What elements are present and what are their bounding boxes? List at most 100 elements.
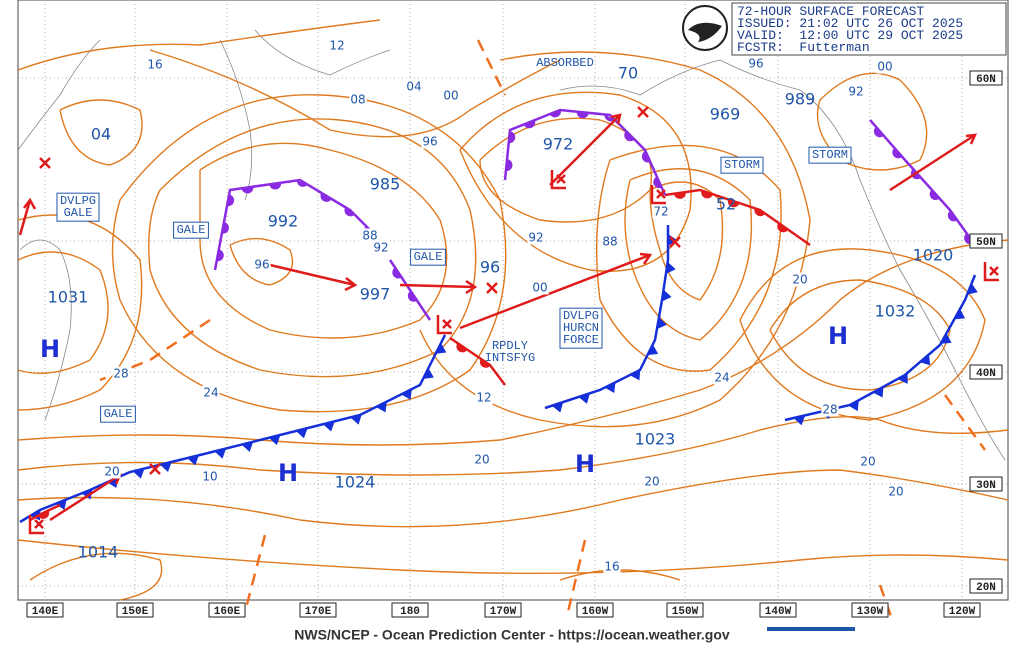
front-pip <box>578 393 590 404</box>
label-bg <box>791 272 809 287</box>
front-pip <box>423 368 434 379</box>
warning-line: STORM <box>812 148 848 162</box>
lon-label-box <box>299 602 337 618</box>
front-pip <box>727 199 740 208</box>
footer: NWS/NCEP - Ocean Prediction Center - htt… <box>294 627 730 643</box>
front-pip <box>604 382 616 393</box>
pressure-center: 1014 <box>78 543 119 562</box>
lon-label-box <box>26 602 64 618</box>
grid <box>18 0 1008 600</box>
front-pip <box>216 249 224 262</box>
label-bg <box>442 88 460 103</box>
front-pip <box>221 221 229 234</box>
front-pip <box>323 421 335 432</box>
front-pip <box>508 131 516 144</box>
front-pip <box>873 126 884 138</box>
pressure-center: 1023 <box>635 430 676 449</box>
label-bg <box>103 464 121 479</box>
isobar-label: 20 <box>792 273 807 287</box>
front-pip <box>629 369 641 381</box>
pressure-center: 985 <box>370 175 401 194</box>
warning: STORM <box>720 156 764 174</box>
front-pip <box>226 194 235 207</box>
pressure-center: 1031 <box>48 288 89 307</box>
label-bg <box>713 370 731 385</box>
high-center: H <box>40 335 60 363</box>
warning-line: GALE <box>177 223 206 237</box>
pressure-center: 1032 <box>875 302 916 321</box>
lon-label-box <box>116 602 154 618</box>
label-bg <box>643 474 661 489</box>
lon-label-box <box>943 602 981 618</box>
lat-label-box <box>969 578 1003 594</box>
front-pip <box>673 192 686 199</box>
isobar-label: 96 <box>422 135 437 149</box>
front-pip <box>967 283 978 295</box>
labels: 140E 150E 160E 170E 180 170W 160W 150W 140W 130W 1… <box>26 38 1003 618</box>
isobar-label: 16 <box>147 58 162 72</box>
front-pip <box>947 210 958 222</box>
label-bg <box>202 385 220 400</box>
front-pip <box>551 402 564 413</box>
lon-label: 140E <box>32 606 59 618</box>
pressure-center: 96 <box>480 258 500 277</box>
pressure-center: 989 <box>785 90 816 109</box>
front-pip <box>269 182 282 190</box>
front-pip <box>392 267 402 279</box>
isobar-label: 16 <box>604 560 619 574</box>
isobar-label: 92 <box>373 241 388 255</box>
front-pip <box>641 151 651 163</box>
isobar-label: 20 <box>474 453 489 467</box>
front-pip <box>929 189 940 201</box>
isobar-label: 08 <box>350 93 365 107</box>
lon-label-box <box>484 602 522 618</box>
isobar-label: 88 <box>602 235 617 249</box>
motion-arrows <box>18 113 978 522</box>
label-bg <box>859 454 877 469</box>
front-pip <box>954 308 966 320</box>
lon-label: 160E <box>214 606 241 618</box>
lon-label-box <box>851 602 889 618</box>
label-bg <box>527 230 545 245</box>
front-pip <box>350 414 362 425</box>
label-bg <box>531 280 549 295</box>
note-line: RPDLY <box>492 339 528 353</box>
warning-line: DVLPG <box>563 309 599 323</box>
front-pip <box>665 261 676 274</box>
high-center: H <box>828 322 848 350</box>
pressure-center: 70 <box>618 64 638 83</box>
low-symbols <box>28 106 999 535</box>
warning-line: FORCE <box>563 333 599 347</box>
label-bg <box>847 84 865 99</box>
label-bg <box>603 559 621 574</box>
label-bg <box>372 240 390 255</box>
front-pip <box>777 222 789 233</box>
front-pip <box>435 343 447 354</box>
isobar-label: 88 <box>362 229 377 243</box>
front-pip <box>624 131 635 142</box>
front-pip <box>656 317 667 330</box>
lon-label: 140W <box>765 606 792 618</box>
pressure-center: 1024 <box>335 473 376 492</box>
pressure-center: 52 <box>716 195 736 214</box>
front-pip <box>479 358 491 368</box>
label-bg <box>652 204 670 219</box>
warning-box <box>173 221 209 239</box>
isobar-label: 20 <box>888 485 903 499</box>
isobar-label: 20 <box>104 465 119 479</box>
isobars <box>17 19 1009 601</box>
lon-label: 170W <box>490 606 517 618</box>
front-pip <box>576 111 589 119</box>
lat-label-box <box>969 233 1003 249</box>
lon-label-box <box>759 602 797 618</box>
front-pip <box>401 389 412 400</box>
forecaster: FCSTR: Futterman <box>737 40 870 55</box>
front-pip <box>604 114 615 122</box>
pressure-center: 969 <box>710 105 741 124</box>
warning-box <box>808 146 852 164</box>
pressure-center: 04 <box>91 125 111 144</box>
lat-label: 20N <box>976 582 996 594</box>
label-bg <box>421 134 439 149</box>
label-bg <box>253 257 271 272</box>
